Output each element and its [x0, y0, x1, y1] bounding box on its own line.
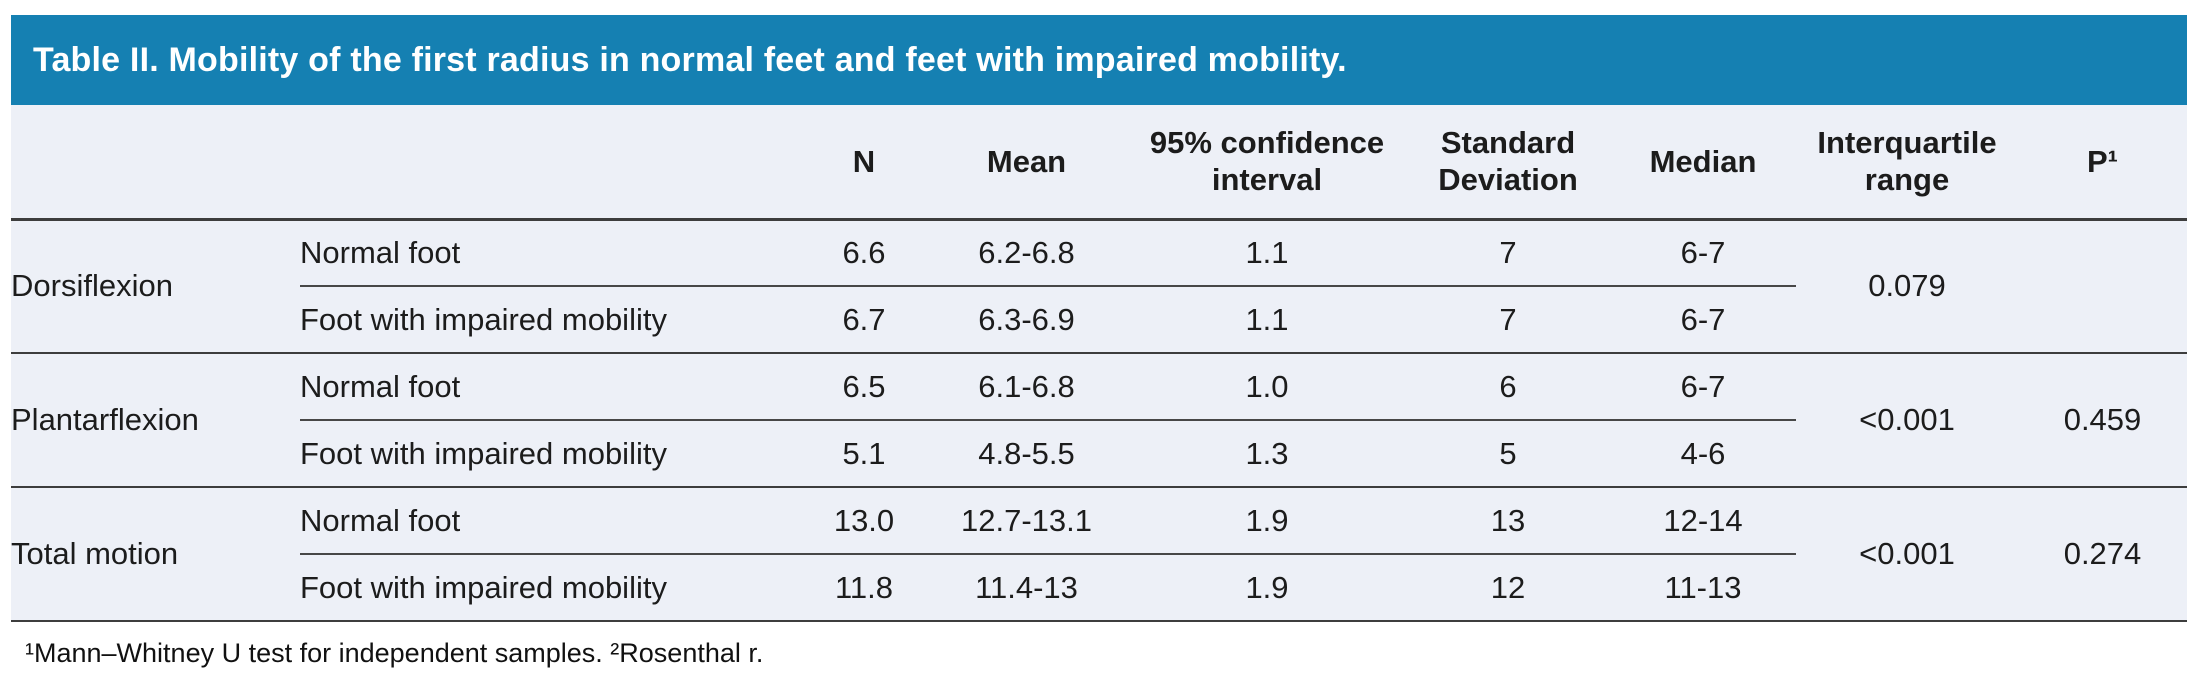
row-label: Plantarflexion: [11, 353, 300, 488]
header-spacer-category: [11, 105, 300, 221]
table-container: Table II. Mobility of the first radius i…: [11, 15, 2187, 669]
cell-interquartile-range: <0.001: [1796, 487, 2018, 622]
cell-standard-deviation: 7: [1406, 219, 1610, 287]
cell-mean: 6.3-6.9: [925, 286, 1128, 354]
header-spacer-group: [300, 105, 803, 221]
cell-n: 13.0: [803, 487, 925, 555]
cell-n: 5.1: [803, 420, 925, 488]
header-n: N: [803, 105, 925, 221]
cell-group: Foot with impaired mobility: [300, 420, 803, 488]
cell-confidence-interval: 1.1: [1128, 219, 1406, 287]
cell-median: 6-7: [1610, 286, 1796, 354]
cell-confidence-interval: 1.0: [1128, 353, 1406, 421]
cell-median: 6-7: [1610, 219, 1796, 287]
section-plantarflexion: Plantarflexion Normal foot 6.5 6.1-6.8 1…: [11, 353, 2187, 488]
table-row: Foot with impaired mobility 6.7 6.3-6.9 …: [11, 286, 2187, 354]
cell-confidence-interval: 1.3: [1128, 420, 1406, 488]
table-title: Table II. Mobility of the first radius i…: [33, 40, 1347, 79]
cell-mean: 6.1-6.8: [925, 353, 1128, 421]
cell-interquartile-range: <0.001: [1796, 353, 2018, 488]
table-row: Foot with impaired mobility 5.1 4.8-5.5 …: [11, 420, 2187, 488]
table-row: Dorsiflexion Normal foot 6.6 6.2-6.8 1.1…: [11, 219, 2187, 354]
cell-mean: 11.4-13: [925, 554, 1128, 622]
header-median: Median: [1610, 105, 1796, 221]
cell-interquartile-range: 0.079: [1796, 219, 2018, 354]
cell-confidence-interval: 1.1: [1128, 286, 1406, 354]
cell-group: Foot with impaired mobility: [300, 286, 803, 354]
header-standard-deviation: Standard Deviation: [1406, 105, 1610, 221]
cell-confidence-interval: 1.9: [1128, 554, 1406, 622]
row-label: Dorsiflexion: [11, 219, 300, 354]
cell-confidence-interval: 1.9: [1128, 487, 1406, 555]
header-confidence-interval: 95% confidence interval: [1128, 105, 1406, 221]
cell-standard-deviation: 5: [1406, 420, 1610, 488]
cell-mean: 6.2-6.8: [925, 219, 1128, 287]
cell-p: [2018, 219, 2187, 354]
cell-p: 0.274: [2018, 487, 2187, 622]
section-dorsiflexion: Dorsiflexion Normal foot 6.6 6.2-6.8 1.1…: [11, 219, 2187, 354]
cell-standard-deviation: 7: [1406, 286, 1610, 354]
cell-median: 12-14: [1610, 487, 1796, 555]
header-mean: Mean: [925, 105, 1128, 221]
cell-n: 6.6: [803, 219, 925, 287]
cell-standard-deviation: 6: [1406, 353, 1610, 421]
cell-group: Normal foot: [300, 219, 803, 287]
header-interquartile-range: Interquartile range: [1796, 105, 2018, 221]
cell-group: Foot with impaired mobility: [300, 554, 803, 622]
table-row: Total motion Normal foot 13.0 12.7-13.1 …: [11, 487, 2187, 622]
cell-n: 6.7: [803, 286, 925, 354]
section-total-motion: Total motion Normal foot 13.0 12.7-13.1 …: [11, 487, 2187, 622]
cell-median: 6-7: [1610, 353, 1796, 421]
table-row: Foot with impaired mobility 11.8 11.4-13…: [11, 554, 2187, 622]
row-label: Total motion: [11, 487, 300, 622]
data-table: N Mean 95% confidence interval Standard …: [11, 105, 2187, 622]
table-row: Plantarflexion Normal foot 6.5 6.1-6.8 1…: [11, 353, 2187, 488]
header-p: P¹: [2018, 105, 2187, 221]
table-footnote: ¹Mann–Whitney U test for independent sam…: [25, 638, 764, 668]
cell-standard-deviation: 13: [1406, 487, 1610, 555]
cell-group: Normal foot: [300, 487, 803, 555]
cell-group: Normal foot: [300, 353, 803, 421]
cell-n: 11.8: [803, 554, 925, 622]
cell-median: 4-6: [1610, 420, 1796, 488]
cell-p: 0.459: [2018, 353, 2187, 488]
cell-mean: 12.7-13.1: [925, 487, 1128, 555]
cell-median: 11-13: [1610, 554, 1796, 622]
cell-n: 6.5: [803, 353, 925, 421]
table-title-bar: Table II. Mobility of the first radius i…: [11, 15, 2187, 105]
cell-standard-deviation: 12: [1406, 554, 1610, 622]
cell-mean: 4.8-5.5: [925, 420, 1128, 488]
header-row: N Mean 95% confidence interval Standard …: [11, 105, 2187, 221]
